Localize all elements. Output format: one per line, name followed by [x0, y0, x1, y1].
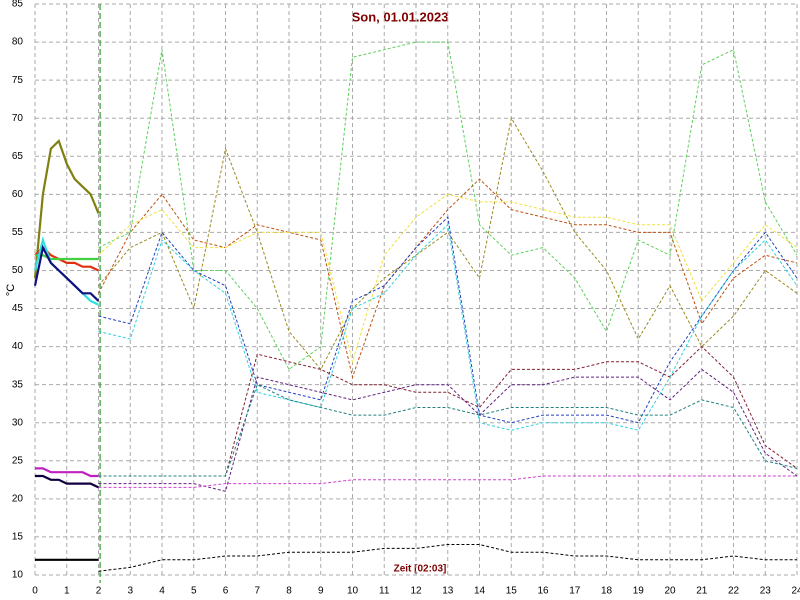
x-tick-label: 11	[379, 586, 390, 597]
x-tick-label: 3	[127, 586, 133, 597]
x-tick-label: 17	[569, 586, 581, 597]
x-tick-label: 4	[159, 586, 165, 597]
series-line	[98, 384, 798, 477]
y-tick-label: 45	[12, 303, 24, 314]
y-tick-label: 60	[12, 189, 24, 200]
y-tick-label: 85	[12, 0, 24, 10]
x-tick-label: 22	[728, 586, 740, 597]
series-line	[35, 254, 99, 261]
y-axis-label: °C	[5, 284, 17, 296]
y-tick-label: 35	[12, 379, 24, 390]
series-line	[98, 193, 798, 364]
x-tick-label: 15	[506, 586, 518, 597]
x-tick-label: 20	[664, 586, 676, 597]
series-line	[98, 41, 798, 371]
y-tick-label: 25	[12, 455, 24, 466]
x-tick-label: 14	[474, 586, 486, 597]
x-tick-label: 12	[410, 586, 422, 597]
x-tick-label: 19	[633, 586, 645, 597]
x-tick-label: 18	[601, 586, 613, 597]
series-line	[98, 368, 798, 492]
y-tick-label: 40	[12, 341, 24, 352]
series-line	[98, 475, 797, 488]
y-tick-label: 55	[12, 227, 24, 238]
x-tick-label: 7	[254, 586, 260, 597]
y-tick-label: 50	[12, 265, 24, 276]
x-tick-label: 1	[64, 586, 70, 597]
x-tick-label: 21	[696, 586, 708, 597]
series-line	[98, 544, 797, 572]
y-tick-label: 70	[12, 113, 24, 124]
series-line	[33, 139, 100, 279]
series-line	[35, 474, 99, 489]
chart-title: Son, 01.01.2023	[352, 9, 449, 24]
series-line	[35, 467, 99, 478]
x-tick-label: 10	[347, 586, 359, 597]
y-tick-label: 20	[12, 494, 24, 505]
series-line	[98, 223, 798, 431]
y-tick-label: 10	[12, 570, 24, 581]
y-tick-label: 80	[12, 37, 24, 48]
x-tick-label: 24	[791, 586, 800, 597]
series-line	[33, 244, 100, 302]
x-tick-label: 16	[537, 586, 549, 597]
x-tick-label: 6	[223, 586, 229, 597]
y-tick-label: 65	[12, 151, 24, 162]
x-tick-label: 9	[318, 586, 324, 597]
series-line	[98, 216, 798, 424]
y-tick-label: 30	[12, 417, 24, 428]
x-tick-label: 8	[286, 586, 292, 597]
x-tick-label: 23	[760, 586, 772, 597]
series-line	[98, 116, 798, 371]
x-tick-label: 2	[96, 586, 102, 597]
y-tick-label: 15	[12, 532, 24, 543]
y-tick-label: 75	[12, 75, 24, 86]
x-tick-label: 13	[442, 586, 454, 597]
x-tick-label: 5	[191, 586, 197, 597]
series-line	[98, 178, 798, 379]
x-tick-label: 0	[32, 586, 38, 597]
x-axis-label: Zeit [02:03]	[394, 564, 447, 575]
